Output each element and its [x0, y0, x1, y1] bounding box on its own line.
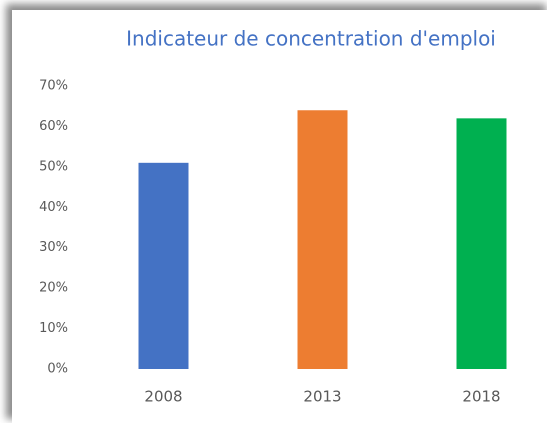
x-tick-label: 2008 [144, 388, 182, 406]
y-tick-label: 70% [39, 79, 68, 94]
y-tick-label: 30% [39, 240, 68, 255]
x-tick-label: 2013 [303, 388, 341, 406]
x-tick-label: 2018 [462, 388, 500, 406]
y-tick-label: 0% [47, 362, 68, 377]
y-tick-label: 60% [39, 119, 68, 134]
y-tick-label: 10% [39, 321, 68, 336]
bar [297, 110, 348, 369]
y-tick-label: 50% [39, 159, 68, 174]
y-tick-label: 40% [39, 200, 68, 215]
bar [456, 118, 507, 369]
bar [138, 162, 189, 369]
chart-title: Indicateur de concentration d'emploi [126, 27, 496, 51]
y-tick-label: 20% [39, 281, 68, 296]
